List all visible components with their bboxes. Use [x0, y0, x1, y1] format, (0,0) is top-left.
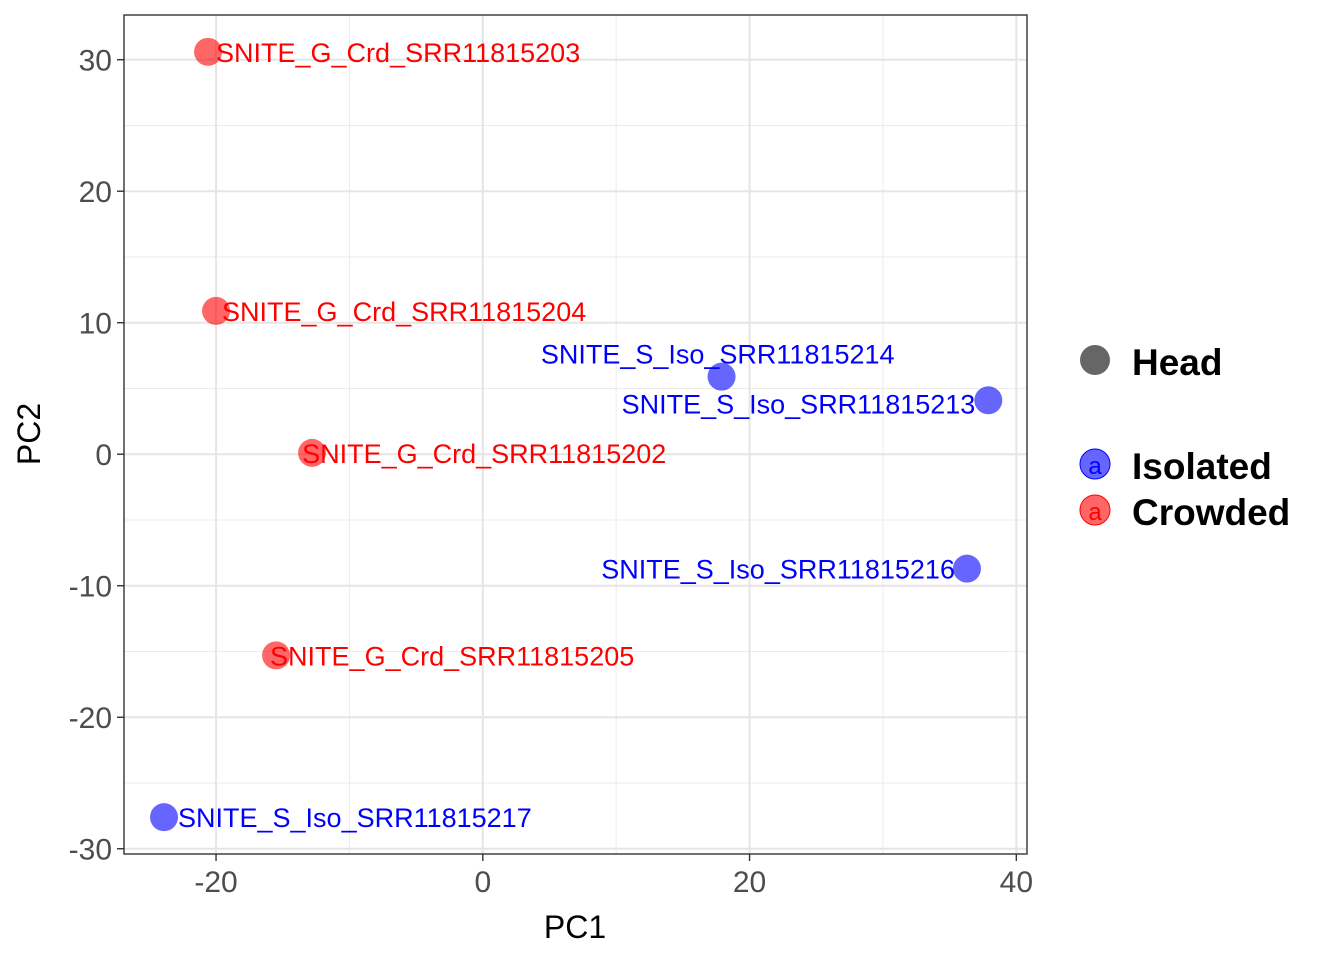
- legend: Head a Isolated a Crowded: [1079, 342, 1290, 533]
- y-axis-title: PC2: [11, 403, 47, 465]
- y-tick-label: -10: [69, 571, 112, 604]
- point-label: SNITE_G_Crd_SRR11815204: [222, 297, 586, 327]
- plot-panel-border: [123, 14, 1028, 855]
- legend-crowded-label: Crowded: [1132, 492, 1290, 533]
- point-label: SNITE_S_Iso_SRR11815217: [178, 803, 532, 833]
- x-tick-label: 20: [733, 866, 766, 899]
- panel-background: [124, 15, 1027, 854]
- y-tick-label: 10: [79, 308, 112, 341]
- grid: [124, 15, 1027, 854]
- data-point: [150, 803, 179, 832]
- point-label: SNITE_S_Iso_SRR11815213: [622, 389, 976, 419]
- legend-crowded-key: [1079, 494, 1111, 526]
- point-label: SNITE_S_Iso_SRR11815216: [601, 555, 955, 585]
- ticks: -20 0 20 40 -30 -20 -10 0 10 20 30: [69, 45, 1033, 899]
- x-tick-label: -20: [194, 866, 237, 899]
- y-tick-label: 30: [79, 45, 112, 78]
- point-label: SNITE_G_Crd_SRR11815203: [216, 38, 580, 68]
- data-point: [707, 362, 736, 391]
- point-label: SNITE_S_Iso_SRR11815214: [541, 340, 895, 370]
- y-tick-label: 20: [79, 176, 112, 209]
- legend-isolated-label: Isolated: [1132, 446, 1272, 487]
- data-point: [202, 296, 231, 325]
- point-label: SNITE_G_Crd_SRR11815202: [302, 439, 666, 469]
- legend-isolated-glyph: a: [1088, 453, 1102, 480]
- legend-isolated-key: [1079, 448, 1111, 480]
- legend-head-key: [1080, 345, 1110, 375]
- data-point: [974, 386, 1003, 415]
- y-tick-label: 0: [95, 439, 112, 472]
- data-point: [298, 438, 327, 467]
- y-tick-label: -20: [69, 702, 112, 735]
- x-tick-label: 0: [474, 866, 491, 899]
- y-tick-label: -30: [69, 834, 112, 867]
- data-point: [262, 641, 291, 670]
- legend-head-label: Head: [1132, 342, 1222, 383]
- points: SNITE_G_Crd_SRR11815203 SNITE_G_Crd_SRR11…: [150, 37, 1003, 833]
- data-point: [952, 554, 981, 583]
- data-point: [194, 37, 223, 66]
- x-axis-title: PC1: [544, 909, 606, 945]
- point-label: SNITE_G_Crd_SRR11815205: [270, 641, 634, 671]
- legend-crowded-glyph: a: [1088, 499, 1102, 526]
- x-tick-label: 40: [1000, 866, 1033, 899]
